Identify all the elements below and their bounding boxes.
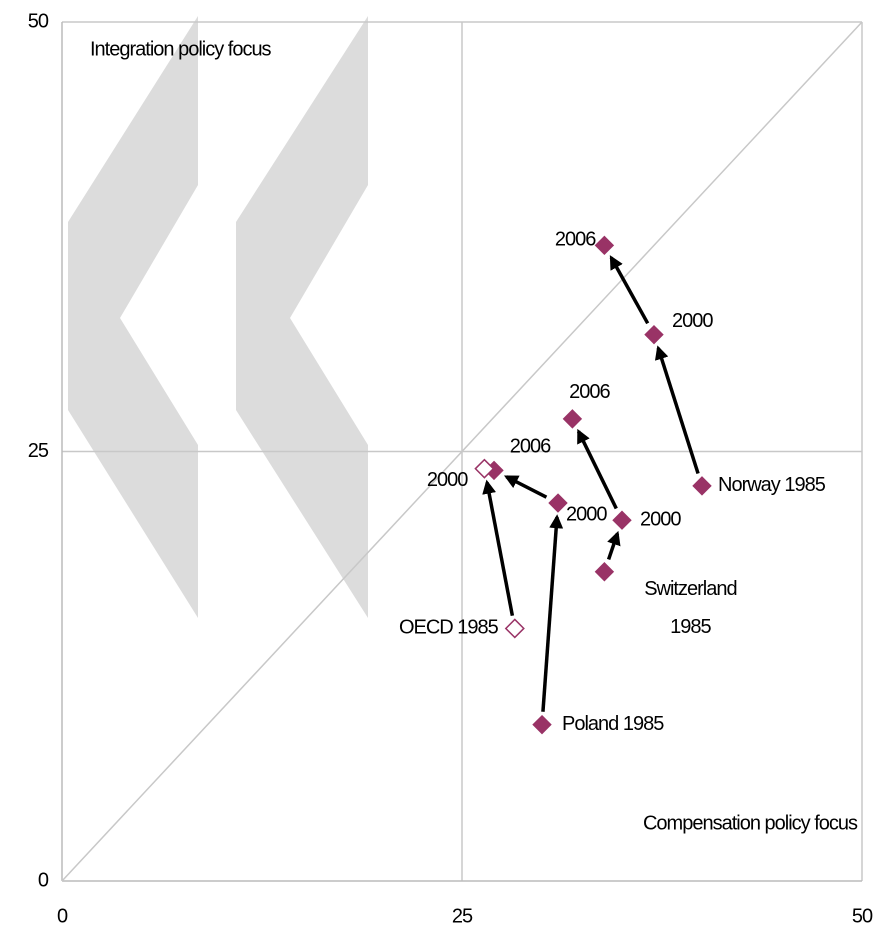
y-tick-label: 25 — [28, 440, 49, 462]
point-label: OECD 1985 — [399, 617, 499, 639]
arrow — [606, 530, 621, 561]
point-label: Poland 1985 — [562, 713, 664, 735]
point — [644, 324, 664, 345]
y-tick-label: 0 — [38, 869, 49, 891]
x-tick-label: 50 — [852, 905, 873, 927]
point — [692, 476, 712, 496]
point — [594, 562, 615, 582]
point — [562, 409, 583, 429]
point-label: Switzerland 1985 — [644, 578, 736, 638]
point — [612, 510, 632, 530]
point — [594, 235, 615, 256]
arrow — [654, 345, 700, 474]
point-label: 2006 — [555, 229, 596, 251]
point — [504, 618, 525, 639]
x-tick-label: 0 — [57, 905, 68, 927]
point-label: 2000 — [566, 503, 607, 525]
point-label: 2006 — [510, 436, 551, 458]
background-logo — [68, 16, 368, 618]
arrow — [576, 428, 618, 510]
point-label: 2000 — [640, 509, 681, 531]
point-label: 2000 — [672, 310, 713, 332]
point-label: Norway 1985 — [718, 474, 826, 496]
point — [548, 493, 568, 513]
point-label: 2006 — [569, 381, 610, 403]
point — [474, 458, 495, 479]
diagonal-line — [61, 21, 863, 882]
y-tick-label: 50 — [28, 10, 49, 32]
arrow — [541, 514, 564, 712]
point — [532, 714, 552, 735]
point-label: 2000 — [427, 469, 468, 491]
annotation: Compensation policy focus — [643, 812, 858, 834]
arrow — [503, 475, 548, 499]
arrow — [609, 255, 650, 325]
arrow — [482, 479, 515, 617]
annotation: Integration policy focus — [90, 38, 272, 60]
x-tick-label: 25 — [452, 905, 473, 927]
